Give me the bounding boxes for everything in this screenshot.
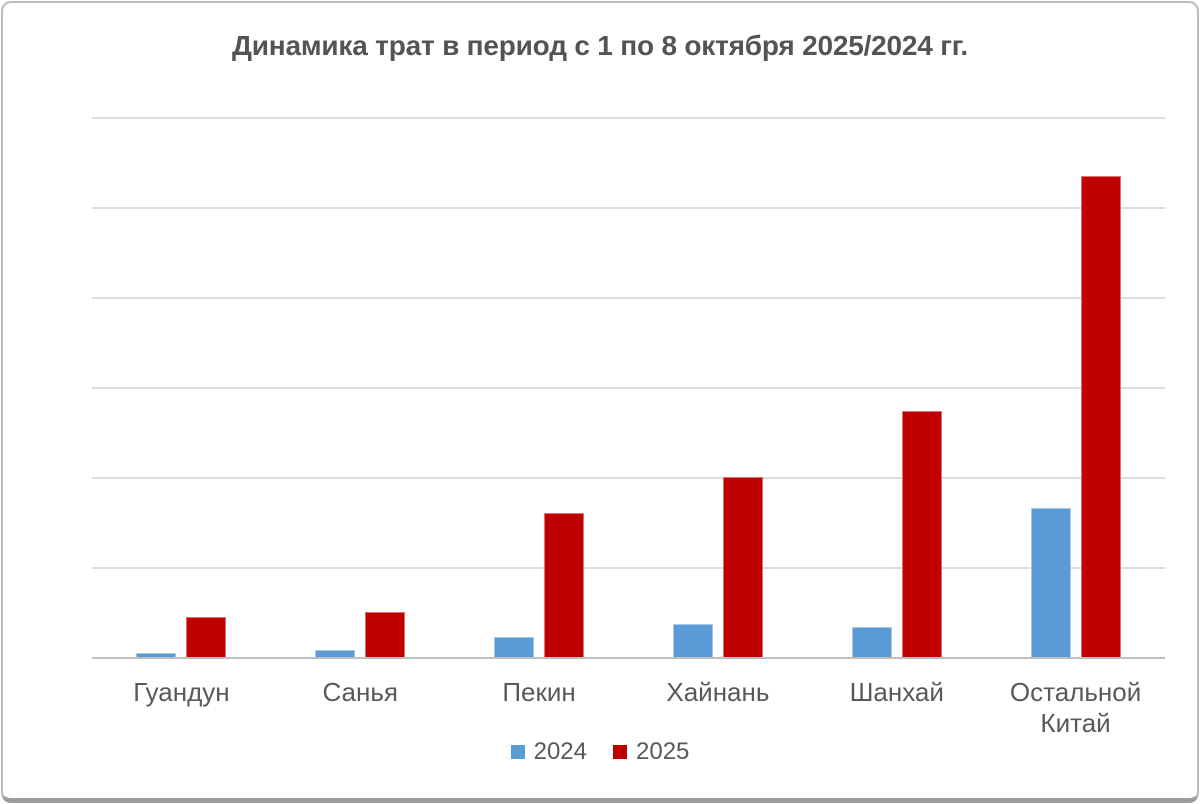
x-axis-label-rest-of-china: Остальной Китай <box>1009 677 1142 738</box>
gridline <box>92 207 1165 209</box>
bar-2024-sanya <box>315 649 356 657</box>
gridline <box>92 387 1165 389</box>
legend-label-2025: 2025 <box>636 738 690 765</box>
x-axis-label-hainan: Хайнань <box>666 677 770 707</box>
legend-item-2025: 2025 <box>613 740 689 764</box>
bar-2024-rest-of-china <box>1030 507 1071 657</box>
x-axis-label-guangdong: Гуандун <box>133 677 230 707</box>
gridline <box>92 477 1165 479</box>
gridline <box>92 117 1165 119</box>
bar-2024-guangdong <box>136 653 177 657</box>
legend-swatch-icon-2025 <box>613 745 627 759</box>
chart-title: Динамика трат в период с 1 по 8 октября … <box>232 30 968 61</box>
x-axis-label-shanghai: Шанхай <box>849 677 944 707</box>
x-axis-label-sanya: Санья <box>322 677 398 707</box>
gridline <box>92 297 1165 299</box>
bar-2025-sanya <box>365 612 406 657</box>
bar-2025-beijing <box>544 513 585 657</box>
x-axis-labels: Гуандун Санья Пекин Хайнань Шанхай Остальной … <box>92 677 1165 747</box>
gridline <box>92 567 1165 569</box>
plot-area <box>92 117 1165 659</box>
legend: 2024 2025 <box>0 740 1200 764</box>
bar-2024-shanghai <box>851 627 892 657</box>
legend-item-2024: 2024 <box>510 738 587 765</box>
legend-label-2024: 2024 <box>533 738 587 765</box>
bar-2024-hainan <box>672 623 713 657</box>
x-axis-label-beijing: Пекин <box>502 677 576 707</box>
legend-swatch-icon-2024 <box>510 745 525 759</box>
bar-2025-hainan <box>722 477 763 657</box>
bar-2025-shanghai <box>901 411 942 657</box>
bar-2024-beijing <box>494 637 535 657</box>
bar-2025-rest-of-china <box>1080 176 1121 657</box>
bar-2025-guangdong <box>186 616 227 657</box>
